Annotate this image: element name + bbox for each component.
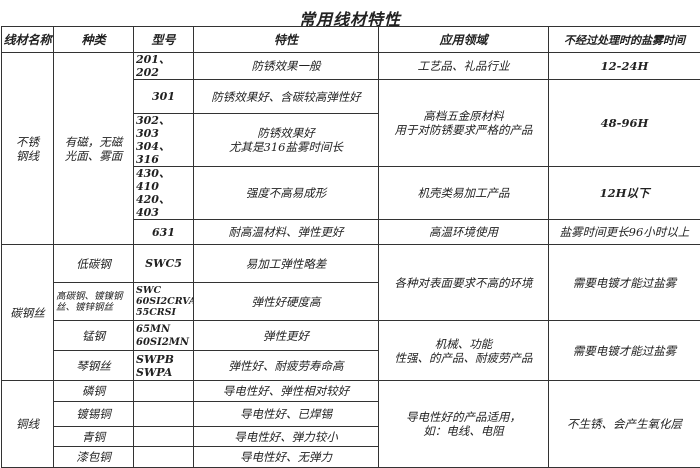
model-cell: SWC5 [134, 245, 194, 283]
type-cell: 漆包铜 [54, 447, 134, 468]
model-cell [134, 402, 194, 427]
feature-cell: 导电性好、弹性相对较好 [194, 381, 379, 402]
type-cell: 磷铜 [54, 381, 134, 402]
feature-cell: 弹性更好 [194, 321, 379, 351]
application-cell: 高温环境使用 [379, 220, 549, 245]
feature-cell: 弹性好、耐疲劳寿命高 [194, 351, 379, 381]
salt-cell: 12H以下 [549, 167, 700, 220]
salt-cell: 需要电镀才能过盐雾 [549, 245, 700, 321]
feature-cell: 防锈效果好 尤其是316盐雾时间长 [194, 114, 379, 167]
type-cell: 琴钢丝 [54, 351, 134, 381]
feature-cell: 强度不高易成形 [194, 167, 379, 220]
material-type: 有磁，无磁 光面、雾面 [54, 53, 134, 245]
type-cell: 低碳钢 [54, 245, 134, 283]
header-row: 线材名称 种类 型号 特性 应用领域 不经过处理时的盐雾时间 [2, 27, 700, 53]
header-cell: 特性 [194, 27, 379, 53]
feature-cell: 导电性好、已焊锡 [194, 402, 379, 427]
header-cell: 型号 [134, 27, 194, 53]
model-cell: 301 [134, 80, 194, 114]
model-cell: 631 [134, 220, 194, 245]
table-row: 不锈 钢线 有磁，无磁 光面、雾面 201、202 防锈效果一般 工艺品、礼品行… [2, 53, 700, 80]
application-cell: 工艺品、礼品行业 [379, 53, 549, 80]
feature-cell: 耐高温材料、弹性更好 [194, 220, 379, 245]
application-cell: 导电性好的产品适用， 如：电线、电阻 [379, 381, 549, 468]
header-cell: 应用领域 [379, 27, 549, 53]
type-cell: 锰钢 [54, 321, 134, 351]
header-cell: 不经过处理时的盐雾时间 [549, 27, 700, 53]
model-cell: 430、410 420、403 [134, 167, 194, 220]
model-cell: 302、303 304、316 [134, 114, 194, 167]
feature-cell: 防锈效果一般 [194, 53, 379, 80]
wire-properties-table: 线材名称 种类 型号 特性 应用领域 不经过处理时的盐雾时间 不锈 钢线 有磁，… [1, 26, 700, 468]
application-cell: 机械、功能 性强、的产品、耐疲劳产品 [379, 321, 549, 381]
model-cell: 201、202 [134, 53, 194, 80]
feature-cell: 导电性好、无弹力 [194, 447, 379, 468]
salt-cell: 12-24H [549, 53, 700, 80]
feature-cell: 弹性好硬度高 [194, 283, 379, 321]
feature-cell: 易加工弹性略差 [194, 245, 379, 283]
model-cell: 65MN 60SI2MN [134, 321, 194, 351]
salt-cell: 不生锈、会产生氧化层 [549, 381, 700, 468]
material-name: 铜线 [2, 381, 54, 468]
salt-cell: 48-96H [549, 80, 700, 167]
application-cell: 高档五金原材料 用于对防锈要求严格的产品 [379, 80, 549, 167]
salt-cell: 需要电镀才能过盐雾 [549, 321, 700, 381]
type-cell: 高碳钢、镀镍钢丝、镀锌钢丝 [54, 283, 134, 321]
table-row: 锰钢 65MN 60SI2MN 弹性更好 机械、功能 性强、的产品、耐疲劳产品 … [2, 321, 700, 351]
table-row: 碳钢丝 低碳钢 SWC5 易加工弹性略差 各种对表面要求不高的环境 需要电镀才能… [2, 245, 700, 283]
model-cell [134, 381, 194, 402]
table-row: 铜线 磷铜 导电性好、弹性相对较好 导电性好的产品适用， 如：电线、电阻 不生锈… [2, 381, 700, 402]
application-cell: 机壳类易加工产品 [379, 167, 549, 220]
model-cell [134, 447, 194, 468]
header-cell: 线材名称 [2, 27, 54, 53]
material-name: 碳钢丝 [2, 245, 54, 381]
salt-cell: 盐雾时间更长96小时以上 [549, 220, 700, 245]
header-cell: 种类 [54, 27, 134, 53]
application-cell: 各种对表面要求不高的环境 [379, 245, 549, 321]
material-name: 不锈 钢线 [2, 53, 54, 245]
model-cell: SWPB SWPA [134, 351, 194, 381]
model-cell: SWC 60SI2CRVA、 55CRSI [134, 283, 194, 321]
feature-cell: 防锈效果好、含碳较高弹性好 [194, 80, 379, 114]
type-cell: 镀锡铜 [54, 402, 134, 427]
